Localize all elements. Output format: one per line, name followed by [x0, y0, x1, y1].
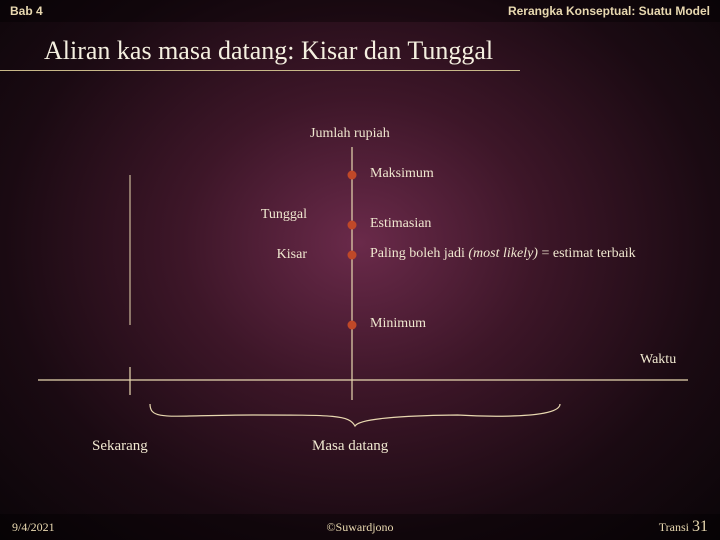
- value-label-3: Minimum: [370, 316, 426, 332]
- now-label: Sekarang: [92, 438, 148, 455]
- value-dot-2: [348, 251, 357, 260]
- value-dot-3: [348, 321, 357, 330]
- value-dot-1: [348, 221, 357, 230]
- page-label: Transi: [659, 520, 689, 534]
- footer-date: 9/4/2021: [12, 520, 55, 535]
- future-label: Masa datang: [312, 438, 388, 455]
- x-axis-label: Waktu: [640, 352, 676, 368]
- slide-header: Bab 4 Rerangka Konseptual: Suatu Model: [0, 0, 720, 22]
- y-axis-label: Jumlah rupiah: [310, 126, 390, 142]
- value-label-2: Paling boleh jadi (most likely) = estima…: [370, 246, 636, 262]
- chapter-label: Bab 4: [10, 4, 43, 18]
- cashflow-diagram: Jumlah rupiah Maksimum Estimasian Paling b…: [0, 80, 720, 480]
- left-label-0: Tunggal: [207, 207, 307, 223]
- slide-title: Aliran kas masa datang: Kisar dan Tungga…: [0, 22, 520, 71]
- footer-copyright: ©Suwardjono: [326, 520, 393, 535]
- subject-label: Rerangka Konseptual: Suatu Model: [508, 4, 710, 18]
- value-label-0: Maksimum: [370, 166, 434, 182]
- left-label-1: Kisar: [207, 247, 307, 263]
- value-dot-0: [348, 171, 357, 180]
- value-label-1: Estimasian: [370, 216, 431, 232]
- page-number: 31: [692, 518, 708, 535]
- footer-page: Transi 31: [659, 518, 708, 536]
- slide-footer: 9/4/2021 ©Suwardjono Transi 31: [0, 514, 720, 540]
